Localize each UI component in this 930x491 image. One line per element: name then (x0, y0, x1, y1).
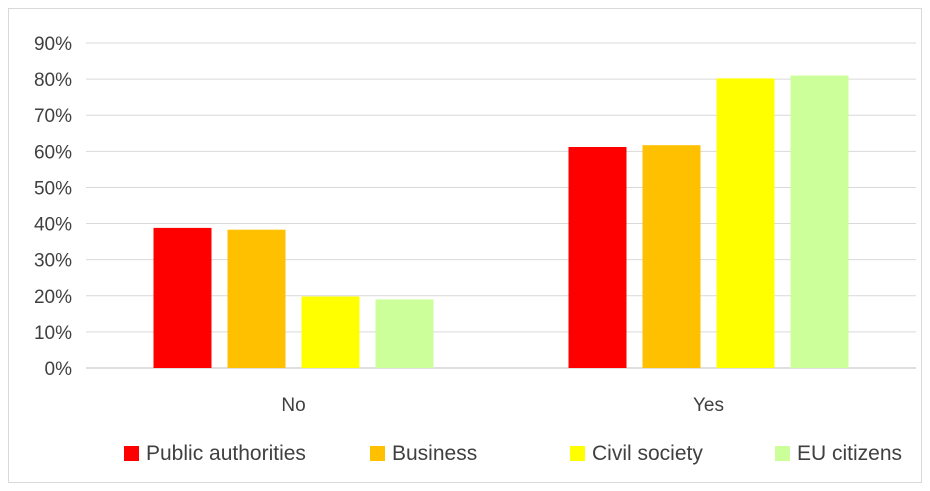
grid-layer (86, 42, 916, 369)
legend-label: EU citizens (797, 442, 902, 465)
legend-item: EU citizens (775, 442, 902, 465)
bar-yes-public-authorities (568, 147, 627, 368)
y-tick-label: 70% (34, 106, 72, 127)
x-category-label: Yes (693, 395, 724, 416)
bar-yes-civil-society (716, 78, 775, 368)
y-tick-label: 90% (34, 34, 72, 55)
legend-label: Public authorities (146, 442, 306, 465)
legend-swatch (775, 446, 790, 461)
legend-label: Civil society (592, 442, 703, 465)
y-tick-label: 0% (45, 359, 73, 380)
bar-no-public-authorities (153, 227, 212, 368)
legend-swatch (124, 446, 139, 461)
y-tick-label: 50% (34, 178, 72, 199)
legend-swatch (370, 446, 385, 461)
bar-no-eu-citizens (375, 299, 434, 368)
bars (153, 75, 849, 368)
y-tick-label: 10% (34, 323, 72, 344)
y-tick-label: 40% (34, 215, 72, 236)
bar-no-business (227, 229, 286, 368)
legend-item: Business (370, 442, 477, 465)
y-axis: 0% 10% 20% 30% 40% 50% 60% 70% 80% 90% (34, 34, 72, 380)
bar-yes-eu-citizens (790, 75, 849, 368)
legend-item: Civil society (570, 442, 703, 465)
legend-item: Public authorities (124, 442, 306, 465)
bar-no-civil-society (301, 296, 360, 368)
legend: Public authorities Business Civil society E… (124, 442, 902, 465)
y-tick-label: 20% (34, 287, 72, 308)
y-tick-label: 80% (34, 70, 72, 91)
legend-swatch (570, 446, 585, 461)
y-tick-label: 30% (34, 251, 72, 272)
bar-yes-business (642, 145, 701, 368)
x-category-label: No (281, 395, 305, 416)
legend-label: Business (392, 442, 477, 465)
y-tick-label: 60% (34, 142, 72, 163)
x-axis: No Yes (281, 395, 724, 416)
